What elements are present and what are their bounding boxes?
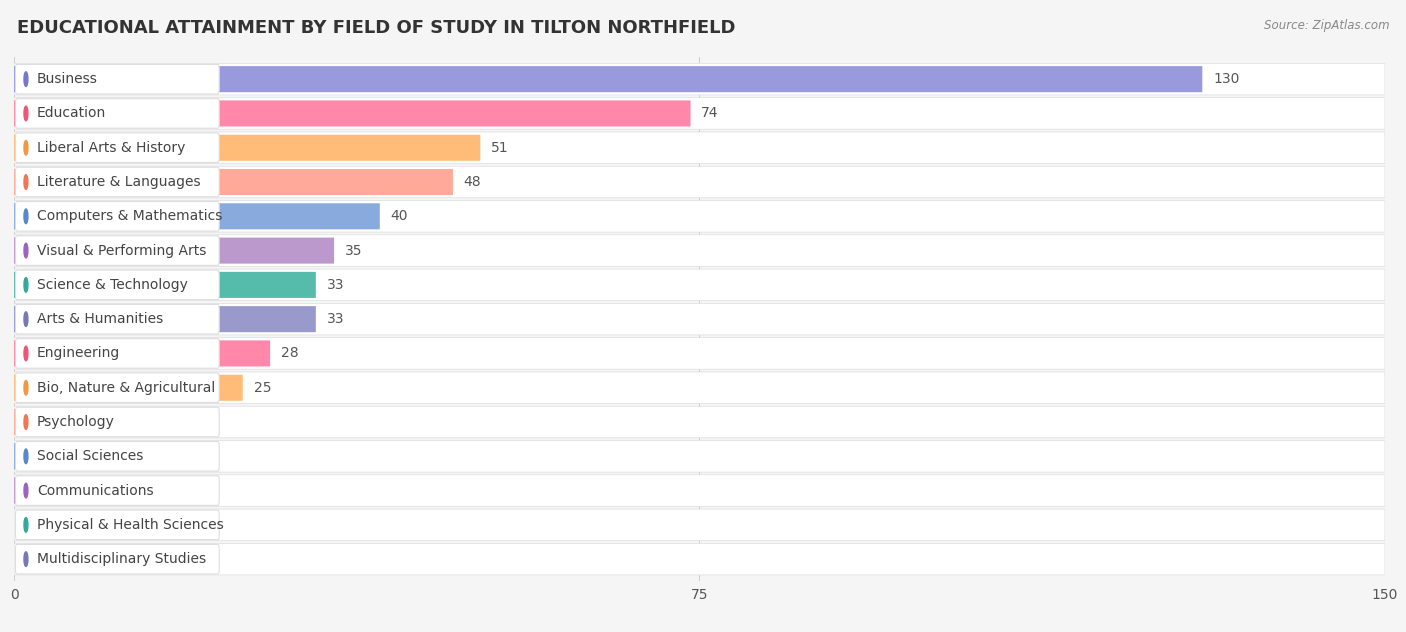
FancyBboxPatch shape: [15, 510, 219, 540]
FancyBboxPatch shape: [15, 270, 219, 300]
FancyBboxPatch shape: [14, 303, 1385, 335]
Text: EDUCATIONAL ATTAINMENT BY FIELD OF STUDY IN TILTON NORTHFIELD: EDUCATIONAL ATTAINMENT BY FIELD OF STUDY…: [17, 19, 735, 37]
Circle shape: [24, 243, 28, 258]
Text: 35: 35: [344, 243, 363, 258]
Circle shape: [24, 106, 28, 121]
FancyBboxPatch shape: [14, 509, 1385, 540]
Text: Education: Education: [37, 106, 107, 121]
Text: Multidisciplinary Studies: Multidisciplinary Studies: [37, 552, 207, 566]
Text: 9: 9: [107, 483, 117, 497]
FancyBboxPatch shape: [15, 167, 219, 197]
Text: Arts & Humanities: Arts & Humanities: [37, 312, 163, 326]
Circle shape: [24, 449, 28, 464]
FancyBboxPatch shape: [15, 202, 219, 231]
FancyBboxPatch shape: [15, 339, 219, 368]
Text: 0: 0: [28, 552, 37, 566]
FancyBboxPatch shape: [14, 272, 316, 298]
Text: 130: 130: [1213, 72, 1240, 86]
FancyBboxPatch shape: [14, 544, 1385, 575]
Text: Bio, Nature & Agricultural: Bio, Nature & Agricultural: [37, 380, 215, 395]
FancyBboxPatch shape: [14, 132, 1385, 164]
Text: Psychology: Psychology: [37, 415, 115, 429]
Circle shape: [24, 209, 28, 224]
Circle shape: [24, 312, 28, 327]
FancyBboxPatch shape: [14, 269, 1385, 301]
Text: 33: 33: [326, 312, 344, 326]
Text: Computers & Mathematics: Computers & Mathematics: [37, 209, 222, 223]
FancyBboxPatch shape: [14, 200, 1385, 232]
Circle shape: [24, 483, 28, 498]
Circle shape: [24, 72, 28, 87]
Text: Physical & Health Sciences: Physical & Health Sciences: [37, 518, 224, 532]
Circle shape: [24, 380, 28, 395]
FancyBboxPatch shape: [14, 238, 335, 264]
Circle shape: [24, 140, 28, 155]
FancyBboxPatch shape: [15, 99, 219, 128]
Text: Engineering: Engineering: [37, 346, 120, 360]
FancyBboxPatch shape: [14, 100, 690, 126]
Text: 28: 28: [281, 346, 298, 360]
Text: 17: 17: [180, 415, 198, 429]
FancyBboxPatch shape: [14, 375, 243, 401]
FancyBboxPatch shape: [14, 235, 1385, 266]
FancyBboxPatch shape: [14, 306, 316, 332]
FancyBboxPatch shape: [14, 98, 1385, 129]
Text: 33: 33: [326, 278, 344, 292]
Text: Liberal Arts & History: Liberal Arts & History: [37, 141, 186, 155]
Circle shape: [24, 174, 28, 190]
Circle shape: [24, 277, 28, 292]
FancyBboxPatch shape: [14, 169, 453, 195]
FancyBboxPatch shape: [14, 441, 1385, 472]
FancyBboxPatch shape: [14, 372, 1385, 403]
Text: 51: 51: [491, 141, 509, 155]
FancyBboxPatch shape: [15, 373, 219, 403]
FancyBboxPatch shape: [15, 476, 219, 506]
Text: Visual & Performing Arts: Visual & Performing Arts: [37, 243, 207, 258]
Text: Communications: Communications: [37, 483, 153, 497]
FancyBboxPatch shape: [14, 204, 380, 229]
Text: Social Sciences: Social Sciences: [37, 449, 143, 463]
FancyBboxPatch shape: [14, 478, 97, 504]
Circle shape: [24, 518, 28, 532]
FancyBboxPatch shape: [15, 442, 219, 471]
Circle shape: [24, 346, 28, 361]
Text: Literature & Languages: Literature & Languages: [37, 175, 201, 189]
Text: 9: 9: [107, 449, 117, 463]
Text: 25: 25: [253, 380, 271, 395]
Text: 48: 48: [464, 175, 481, 189]
FancyBboxPatch shape: [14, 341, 270, 367]
FancyBboxPatch shape: [14, 337, 1385, 369]
FancyBboxPatch shape: [14, 135, 481, 161]
FancyBboxPatch shape: [15, 544, 219, 574]
Text: 40: 40: [391, 209, 408, 223]
FancyBboxPatch shape: [14, 166, 1385, 198]
FancyBboxPatch shape: [14, 406, 1385, 438]
FancyBboxPatch shape: [14, 63, 1385, 95]
Text: Business: Business: [37, 72, 98, 86]
Text: 0: 0: [28, 518, 37, 532]
FancyBboxPatch shape: [15, 236, 219, 265]
FancyBboxPatch shape: [14, 66, 1202, 92]
Circle shape: [24, 552, 28, 566]
Text: Source: ZipAtlas.com: Source: ZipAtlas.com: [1264, 19, 1389, 32]
FancyBboxPatch shape: [15, 407, 219, 437]
Circle shape: [24, 415, 28, 429]
Text: 74: 74: [702, 106, 718, 121]
FancyBboxPatch shape: [14, 475, 1385, 506]
FancyBboxPatch shape: [15, 305, 219, 334]
FancyBboxPatch shape: [14, 443, 97, 470]
Text: Science & Technology: Science & Technology: [37, 278, 188, 292]
FancyBboxPatch shape: [15, 64, 219, 94]
FancyBboxPatch shape: [15, 133, 219, 162]
FancyBboxPatch shape: [14, 409, 170, 435]
